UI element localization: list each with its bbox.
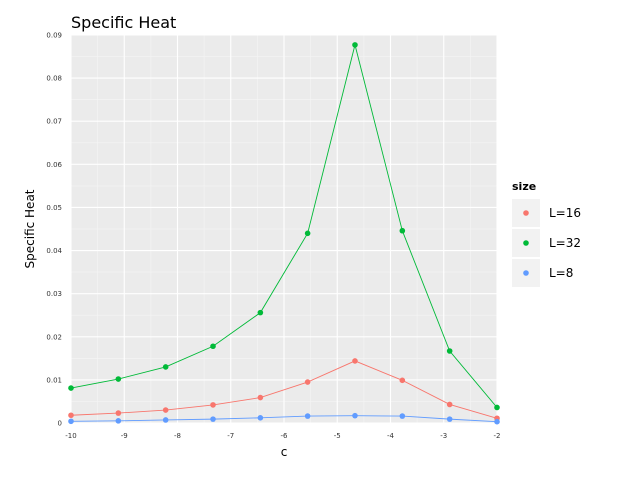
series-line-l-32: [70, 44, 498, 408]
y-tick-label: 0.08: [46, 75, 62, 83]
legend-title: size: [512, 180, 536, 193]
y-tick-label: 0: [58, 420, 62, 428]
series-line-l-8: [70, 415, 498, 423]
x-axis-title: c: [281, 445, 288, 459]
x-tick-label: -3: [440, 432, 447, 440]
data-point-l-8: [68, 418, 74, 425]
legend-marker-l-32: [523, 240, 529, 246]
grid: [70, 34, 498, 424]
y-tick-label: 0.05: [46, 204, 62, 212]
data-point-l-16: [446, 401, 453, 408]
x-tick-label: -2: [494, 432, 501, 440]
data-point-l-16: [304, 379, 311, 385]
data-point-l-8: [446, 416, 453, 422]
x-tick-label: -6: [281, 432, 289, 440]
data-point-l-16: [352, 358, 358, 364]
data-point-l-32: [257, 309, 264, 316]
legend-marker-l-16: [523, 210, 529, 216]
data-point-l-32: [494, 404, 500, 411]
y-tick-label: 0.09: [46, 32, 62, 40]
data-point-l-32: [304, 230, 311, 237]
tick-labels: -10 -9 -8 -7 -6 -5 -4 -3 -2 0 0.01 0.02 0.03 0.04 0.05…: [46, 32, 500, 441]
x-tick-label: -5: [334, 432, 341, 440]
data-point-l-32: [68, 385, 74, 391]
y-tick-label: 0.03: [46, 290, 62, 298]
y-axis-title: Specific Heat: [23, 189, 37, 268]
data-point-l-32: [399, 227, 406, 234]
data-point-l-8: [494, 418, 500, 425]
chart-title: Specific Heat: [71, 13, 176, 32]
data-point-l-8: [352, 412, 358, 419]
data-point-l-32: [162, 364, 169, 370]
data-point-l-8: [162, 417, 169, 423]
data-point-l-8: [257, 415, 264, 421]
y-tick-label: 0.04: [46, 247, 62, 255]
data-point-l-32: [352, 42, 358, 48]
legend-label-l-32: L=32: [549, 236, 581, 250]
data-point-l-8: [304, 413, 311, 419]
data-point-l-8: [210, 416, 216, 422]
data-point-l-32: [210, 343, 216, 350]
x-tick-label: -7: [227, 432, 234, 440]
legend-label-l-8: L=8: [549, 266, 573, 280]
legend-marker-l-8: [523, 270, 529, 276]
series-line-l-16: [70, 360, 498, 419]
data-point-l-16: [257, 394, 264, 401]
y-tick-label: 0.07: [46, 118, 62, 126]
data-point-l-8: [399, 413, 406, 419]
data-point-l-16: [115, 410, 122, 416]
y-tick-label: 0.06: [46, 161, 62, 169]
data-point-l-16: [210, 402, 216, 408]
data-point-l-16: [162, 407, 169, 413]
x-tick-label: -10: [65, 432, 76, 440]
x-tick-label: -9: [121, 432, 128, 440]
legend-label-l-16: L=16: [549, 206, 581, 220]
data-point-l-32: [115, 376, 122, 382]
y-tick-label: 0.01: [46, 376, 62, 384]
data-point-l-32: [446, 348, 453, 354]
legend: size L=16 L=32 L=8: [512, 180, 581, 287]
data-point-l-16: [68, 412, 74, 419]
x-tick-label: -8: [174, 432, 181, 440]
series-group: [68, 42, 500, 425]
data-point-l-8: [115, 418, 122, 424]
x-tick-label: -4: [387, 432, 395, 440]
y-tick-label: 0.02: [46, 333, 62, 341]
data-point-l-16: [399, 377, 406, 384]
